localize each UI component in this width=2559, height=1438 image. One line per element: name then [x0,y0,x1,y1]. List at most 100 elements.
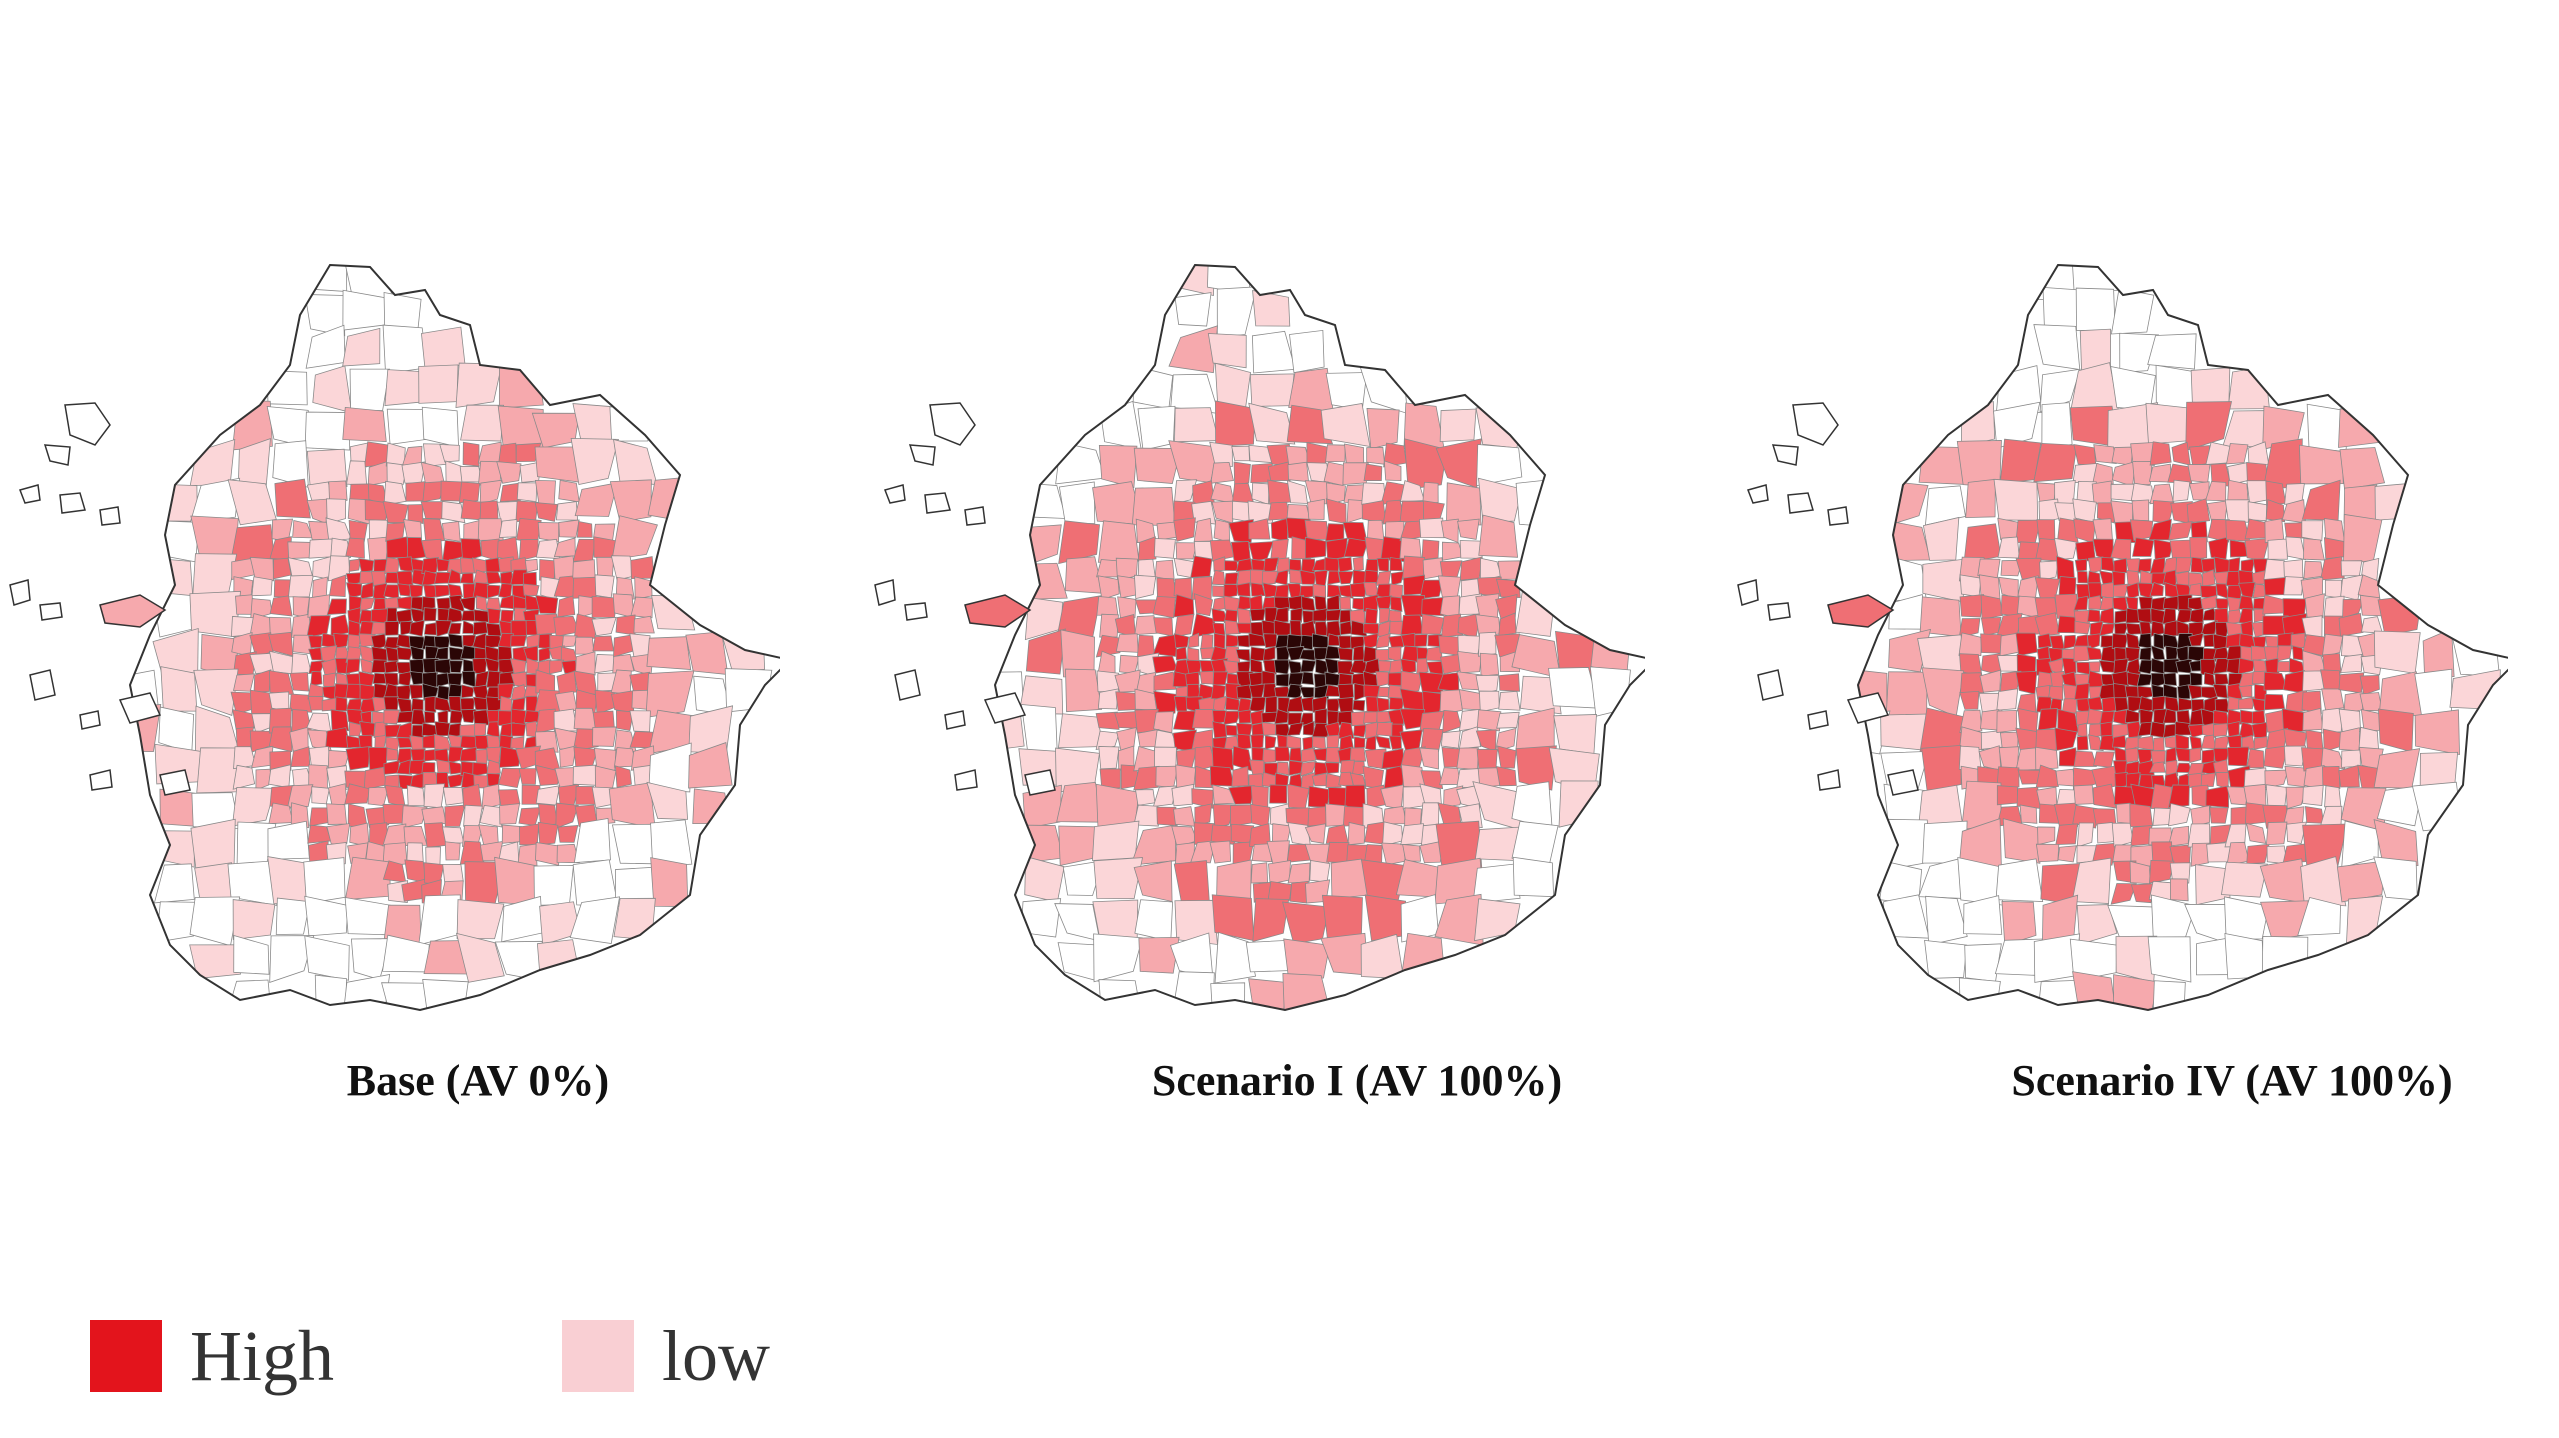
district-polygon [498,362,544,409]
district-polygon [516,482,538,503]
district-polygon [2076,735,2089,751]
district-polygon [1366,446,1386,465]
district-polygon [1237,733,1252,751]
district-polygon [2259,858,2307,904]
district-polygon [383,672,399,687]
district-polygon [311,786,330,805]
district-polygon [2098,660,2117,673]
district-polygon [499,482,521,503]
district-polygon [2264,769,2289,789]
district-polygon [2073,443,2097,467]
district-polygon [1133,860,1173,903]
district-polygon [1224,619,1241,635]
district-polygon [2201,734,2217,750]
district-polygon [1193,517,1213,542]
district-polygon [2189,747,2202,764]
district-polygon [509,658,527,674]
district-polygon [345,683,363,700]
district-polygon [2338,764,2360,788]
district-polygon [537,522,560,542]
district-polygon [1270,517,1289,543]
district-polygon [1209,441,1233,468]
district-polygon [1344,443,1365,465]
district-polygon [418,894,461,946]
district-polygon [1365,735,1377,752]
district-polygon [2189,536,2208,560]
district-polygon [2238,595,2255,611]
district-polygon [435,620,452,637]
district-polygon [1230,804,1254,827]
district-polygon [1326,841,1350,864]
district-polygon [1136,634,1155,658]
district-polygon [434,721,451,737]
district-polygon [2339,447,2386,490]
district-polygon [342,327,381,367]
district-polygon [409,771,426,790]
district-polygon [572,576,598,599]
district-polygon [2111,460,2136,487]
district-polygon [459,724,477,737]
island-polygon [964,506,986,526]
district-polygon [421,556,440,574]
district-polygon [1249,608,1266,622]
district-polygon [1477,576,1502,597]
district-polygon [1185,671,1200,687]
district-polygon [326,765,348,790]
district-polygon [499,803,521,825]
district-polygon [2202,569,2216,587]
district-polygon [556,670,577,695]
district-polygon [1283,938,1331,981]
district-polygon [2075,287,2116,332]
district-polygon [1289,620,1302,637]
district-polygon [2086,646,2103,661]
district-polygon [2092,463,2114,485]
district-polygon [2253,736,2268,750]
district-polygon [2087,670,2104,688]
district-polygon [1399,729,1423,751]
district-polygon [421,326,466,368]
legend-swatch-high [90,1320,162,1392]
district-polygon [1191,613,1216,639]
district-polygon [1383,460,1402,482]
district-polygon [1374,735,1391,750]
district-polygon [2148,463,2172,483]
district-polygon [2251,721,2268,738]
district-polygon [1400,632,1417,647]
district-polygon [2076,661,2091,676]
district-polygon [1337,647,1353,661]
district-polygon [1174,613,1195,638]
district-polygon [611,823,656,865]
district-polygon [1958,632,1982,657]
district-polygon [2209,807,2229,824]
district-polygon [372,582,388,600]
district-polygon [407,504,424,525]
district-polygon [386,536,409,559]
district-polygon [2208,536,2229,560]
district-polygon [232,899,276,940]
district-polygon [474,670,490,688]
district-polygon [2035,843,2060,863]
district-polygon [2341,820,2379,869]
district-polygon [1209,840,1231,864]
district-polygon [1440,613,1464,638]
district-polygon [510,708,527,725]
district-polygon [1224,560,1239,571]
island-polygon [924,492,951,514]
district-polygon [1352,700,1366,712]
district-polygon [2163,658,2180,674]
district-polygon [1274,772,1289,788]
district-polygon [384,784,406,807]
district-polygon [2340,654,2363,674]
district-polygon [1402,843,1421,862]
district-polygon [358,558,375,573]
district-polygon [2226,443,2249,465]
island-polygon [159,769,191,796]
district-polygon [2073,645,2092,662]
district-polygon [444,804,466,827]
district-polygon [1337,556,1353,573]
district-polygon [1337,683,1355,701]
island-polygon [9,579,31,606]
district-polygon [2114,772,2128,789]
district-polygon [2189,735,2203,751]
district-polygon [575,651,596,676]
